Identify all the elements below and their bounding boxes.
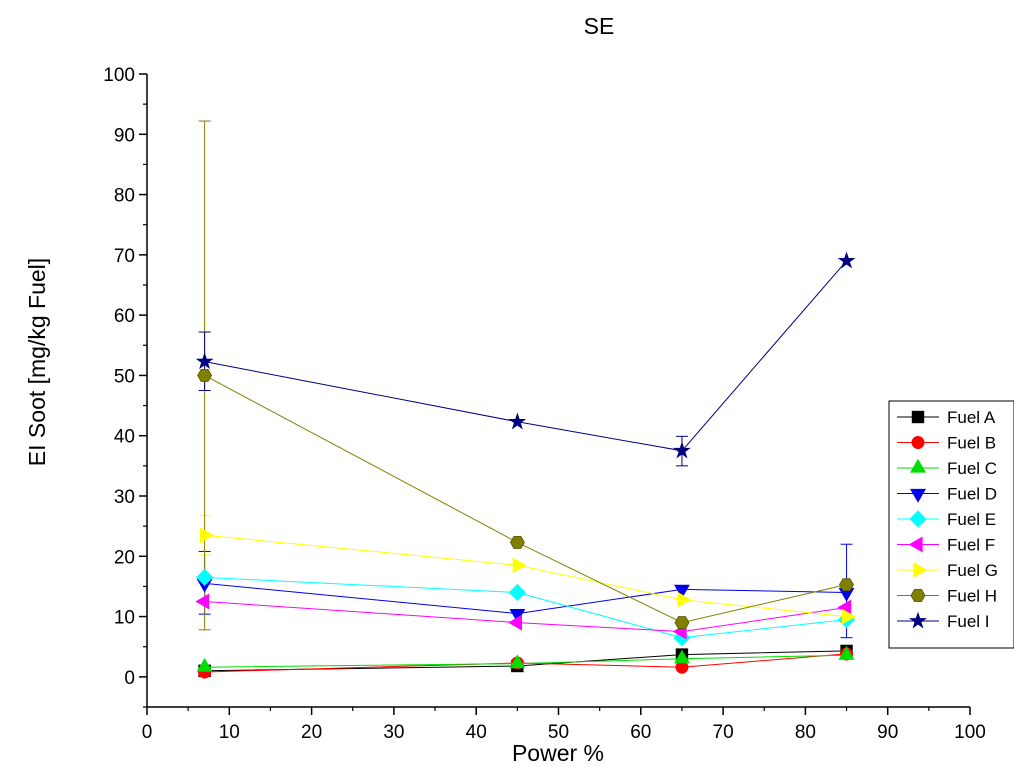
- x-tick-label: 90: [877, 722, 898, 743]
- y-tick-label: 40: [114, 427, 135, 448]
- x-tick-label: 0: [142, 722, 153, 743]
- legend-swatch-marker: [910, 488, 926, 503]
- series-fuel-d: [196, 578, 855, 623]
- legend-swatch-marker: [909, 611, 927, 629]
- legend: Fuel A Fuel B Fuel C Fuel D Fuel E Fuel F Fuel…: [888, 400, 1014, 649]
- data-point: [673, 441, 691, 459]
- y-tick-label: 60: [114, 306, 135, 327]
- legend-label: Fuel C: [947, 459, 997, 478]
- x-tick-label: 30: [383, 722, 404, 743]
- legend-label: Fuel E: [947, 510, 996, 529]
- data-point: [838, 645, 855, 660]
- data-point: [195, 593, 210, 610]
- legend-label: Fuel D: [947, 485, 997, 504]
- data-point: [841, 608, 856, 625]
- series-fuel-f: [195, 593, 852, 640]
- series-line: [204, 654, 847, 668]
- y-tick-label: 0: [124, 668, 135, 689]
- data-point: [674, 649, 690, 664]
- x-tick-label: 80: [795, 722, 816, 743]
- legend-item: Fuel F: [897, 536, 995, 555]
- y-tick-label: 100: [103, 65, 135, 86]
- legend-label: Fuel G: [947, 561, 998, 580]
- y-tick-label: 70: [114, 246, 135, 267]
- y-axis-title: EI Soot [mg/kg Fuel]: [24, 258, 50, 466]
- data-point: [196, 658, 213, 672]
- data-point: [674, 616, 690, 630]
- legend-item: Fuel C: [897, 458, 997, 478]
- series-line: [204, 650, 847, 672]
- x-tick-label: 50: [548, 722, 569, 743]
- legend-label: Fuel A: [947, 408, 996, 427]
- series-line: [204, 374, 847, 624]
- series-fuel-i: [195, 251, 856, 459]
- x-tick-label: 100: [954, 722, 986, 743]
- legend-swatch-marker: [909, 510, 927, 528]
- chart-title: SE: [584, 13, 615, 39]
- data-point: [837, 251, 856, 269]
- legend-label: Fuel I: [947, 612, 990, 631]
- series-line: [204, 601, 847, 633]
- legend-item: Fuel A: [897, 408, 996, 427]
- y-tick-label: 30: [114, 487, 135, 508]
- x-tick-label: 70: [713, 722, 734, 743]
- legend-label: Fuel F: [947, 536, 995, 555]
- plot-area: [195, 120, 856, 679]
- data-point: [508, 614, 522, 631]
- data-point: [677, 591, 692, 608]
- x-axis: 0 10 20 30 40 50 60 70 80 90 100: [142, 706, 986, 743]
- y-axis: 0 10 20 30 40 50 60 70 80 90 100: [103, 65, 148, 708]
- data-point: [197, 368, 213, 382]
- data-point: [508, 412, 527, 430]
- y-tick-label: 50: [114, 366, 135, 387]
- data-point: [508, 583, 526, 602]
- x-tick-label: 40: [466, 722, 487, 743]
- y-tick-label: 20: [114, 547, 135, 568]
- legend-item: Fuel G: [897, 561, 998, 580]
- legend-item: Fuel I: [897, 611, 990, 631]
- series-line: [204, 534, 847, 618]
- legend-swatch-marker: [911, 410, 925, 424]
- x-axis-title: Power %: [512, 740, 604, 766]
- series-line: [204, 653, 847, 673]
- x-tick-label: 10: [219, 722, 240, 743]
- data-point: [509, 654, 526, 669]
- x-tick-label: 60: [630, 722, 651, 743]
- data-point: [512, 557, 527, 574]
- legend-swatch-marker: [910, 458, 926, 473]
- y-tick-label: 90: [114, 125, 135, 146]
- data-point: [199, 527, 214, 544]
- legend-swatch-marker: [913, 562, 928, 578]
- legend-label: Fuel B: [947, 434, 996, 453]
- legend-swatch-marker: [908, 536, 923, 553]
- legend-item: Fuel D: [897, 485, 997, 504]
- legend-item: Fuel E: [897, 510, 996, 529]
- data-point: [196, 568, 214, 586]
- data-point: [674, 584, 690, 599]
- legend-swatch-marker: [911, 435, 925, 450]
- data-point: [509, 536, 525, 549]
- series-fuel-c: [196, 645, 855, 672]
- data-point: [195, 352, 214, 370]
- y-tick-label: 10: [114, 608, 135, 629]
- series-line: [204, 576, 847, 639]
- legend-item: Fuel B: [897, 434, 996, 453]
- data-point: [839, 578, 854, 592]
- legend-item: Fuel H: [897, 587, 997, 606]
- y-tick-label: 80: [114, 186, 135, 207]
- legend-swatch-marker: [910, 589, 926, 602]
- legend-label: Fuel H: [947, 587, 997, 606]
- series-line: [204, 260, 847, 452]
- x-tick-label: 20: [301, 722, 322, 743]
- series-fuel-h: [197, 368, 854, 630]
- series-line: [204, 582, 847, 615]
- series-fuel-g: [199, 527, 856, 625]
